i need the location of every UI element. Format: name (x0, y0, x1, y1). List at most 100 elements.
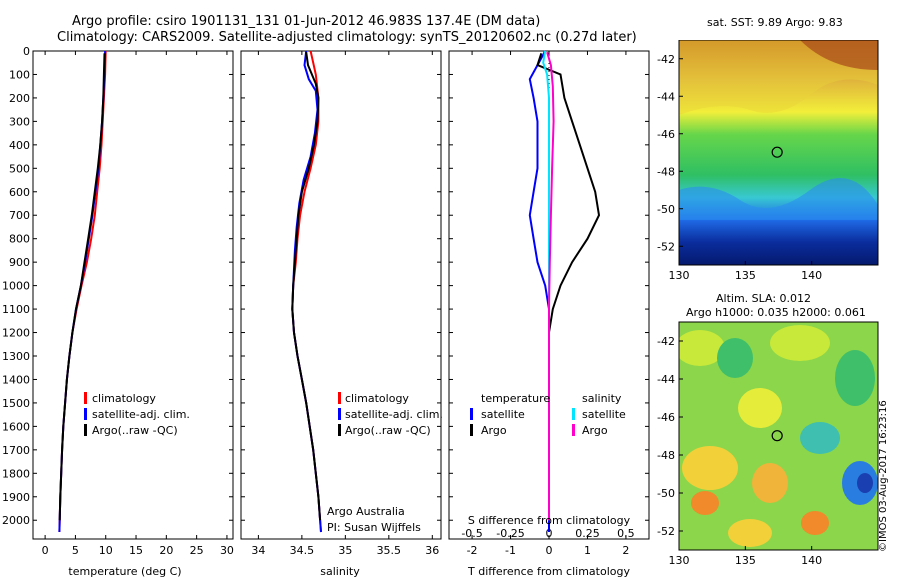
legend-title-temperature: temperature (481, 392, 550, 405)
y-tick-label: 1000 (2, 280, 30, 293)
legend-title-salinity: salinity (582, 392, 622, 405)
plot-frame (32, 50, 234, 540)
series-line-temperature-satellite (528, 50, 550, 532)
sla-blob (835, 350, 875, 406)
legend-swatch-satellite (84, 408, 87, 420)
legend-swatch-argo (84, 424, 87, 436)
legend-swatch-climatology (338, 392, 341, 404)
lat-tick-label: -52 (657, 240, 675, 253)
series-line-argo-raw-qc- (58, 53, 106, 521)
lon-tick-label: 140 (801, 269, 822, 280)
y-tick-label: 0 (23, 45, 30, 58)
x2-tick-label: 0.5 (617, 527, 635, 540)
sla-map-title: Altim. SLA: 0.012 (716, 292, 812, 305)
argo-position-marker (771, 430, 783, 442)
x-tick-label: 35 (338, 544, 352, 557)
sla-blob (679, 330, 725, 366)
x-axis-label-s-difference: S difference from climatology (468, 514, 631, 527)
x-tick-label: 10 (99, 544, 113, 557)
legend-label-argo: Argo(..raw -QC) (345, 424, 431, 437)
legend-label-climatology: climatology (92, 392, 156, 405)
legend-swatch-t-argo (470, 424, 473, 436)
lat-tick-label: -50 (657, 203, 675, 216)
legend-swatch-climatology (84, 392, 87, 404)
legend-label-t-satellite: satellite (481, 408, 525, 421)
sst-map-title: sat. SST: 9.89 Argo: 9.83 (707, 16, 843, 29)
lat-tick-label: -44 (657, 373, 675, 386)
y-tick-label: 2000 (2, 514, 30, 527)
x-tick-label: 5 (72, 544, 79, 557)
sla-blob (801, 511, 829, 535)
y-tick-label: 1600 (2, 420, 30, 433)
legend-swatch-argo (338, 424, 341, 436)
legend-label-s-satellite: satellite (582, 408, 626, 421)
y-tick-label: 300 (9, 115, 30, 128)
x-tick-label: 34.5 (290, 544, 315, 557)
sst-field (679, 40, 878, 265)
sla-map-panel: 130 135 140 -42 -44 -46 -48 -50 -52 (657, 321, 879, 567)
sst-map-panel: 130 135 140 -42 -44 -46 -48 -50 -52 (657, 40, 879, 280)
lat-tick-label: -48 (657, 449, 675, 462)
sst-cool-patch (679, 178, 878, 220)
x-tick-label: 2 (622, 544, 629, 557)
lon-tick-label: 135 (735, 554, 756, 567)
sla-blob (728, 519, 772, 547)
y-tick-label: 1900 (2, 491, 30, 504)
lat-tick-label: -46 (657, 411, 675, 424)
x-tick-label: 25 (190, 544, 204, 557)
lon-tick-label: 130 (669, 554, 690, 567)
legend-label-satellite: satellite-adj. clim. (92, 408, 190, 421)
y-tick-label: 1400 (2, 373, 30, 386)
x-tick-label: -1 (505, 544, 516, 557)
sla-blob (682, 446, 738, 490)
sla-blob (717, 338, 753, 378)
salinity-panel: 34 34.5 35 35.5 36 climatology satellite-adj… (240, 50, 443, 578)
y-tick-label: 100 (9, 68, 30, 81)
y-tick-label: 800 (9, 233, 30, 246)
y-tick-label: 400 (9, 139, 30, 152)
lat-tick-label: -50 (657, 487, 675, 500)
legend-swatch-satellite (338, 408, 341, 420)
sst-hot-patch (800, 40, 878, 70)
legend-label-climatology: climatology (345, 392, 409, 405)
x-tick-label: 30 (220, 544, 234, 557)
series-line-satellite-adj-clim- (58, 50, 107, 533)
y-tick-label: 1800 (2, 467, 30, 480)
x-axis-label-t-difference: T difference from climatology (467, 565, 630, 578)
difference-panel: -2 -1 0 1 2 -0.5 -0.25 0 0.25 0.5 temperature sat… (448, 50, 650, 578)
x-tick-label: 15 (129, 544, 143, 557)
lat-tick-label: -44 (657, 90, 675, 103)
y-tick-label: 600 (9, 186, 30, 199)
lat-tick-label: -42 (657, 335, 675, 348)
lat-tick-label: -48 (657, 165, 675, 178)
plot-frame (240, 50, 442, 540)
y-tick-label: 700 (9, 209, 30, 222)
sla-blob (770, 325, 830, 361)
map-frame (678, 321, 879, 551)
x-tick-label: 36 (425, 544, 439, 557)
argo-position-marker (771, 146, 783, 158)
y-tick-label: 1100 (2, 303, 30, 316)
x-tick-label: -2 (467, 544, 478, 557)
y-tick-label: 1300 (2, 350, 30, 363)
figure-title-line1: Argo profile: csiro 1901131_131 01-Jun-2… (72, 14, 541, 29)
x2-tick-label: 0 (546, 527, 553, 540)
y-tick-label: 200 (9, 92, 30, 105)
x-tick-label: 1 (584, 544, 591, 557)
lon-tick-label: 135 (735, 269, 756, 280)
legend-swatch-s-argo (572, 424, 575, 436)
figure-title-line2: Climatology: CARS2009. Satellite-adjuste… (57, 30, 637, 45)
annotation-pi: PI: Susan Wijffels (327, 521, 421, 534)
x-tick-label: 0 (546, 544, 553, 557)
series-line-climatology (58, 50, 107, 533)
annotation-argo-australia: Argo Australia (327, 505, 405, 518)
lon-tick-label: 140 (801, 554, 822, 567)
legend-label-argo: Argo(..raw -QC) (92, 424, 178, 437)
sla-blob (691, 491, 719, 515)
legend-label-satellite: satellite-adj. clim. (345, 408, 443, 421)
x-tick-label: 35.5 (377, 544, 402, 557)
lat-tick-label: -52 (657, 525, 675, 538)
lon-tick-label: 130 (669, 269, 690, 280)
legend-label-s-argo: Argo (582, 424, 608, 437)
x-tick-label: 34 (251, 544, 265, 557)
